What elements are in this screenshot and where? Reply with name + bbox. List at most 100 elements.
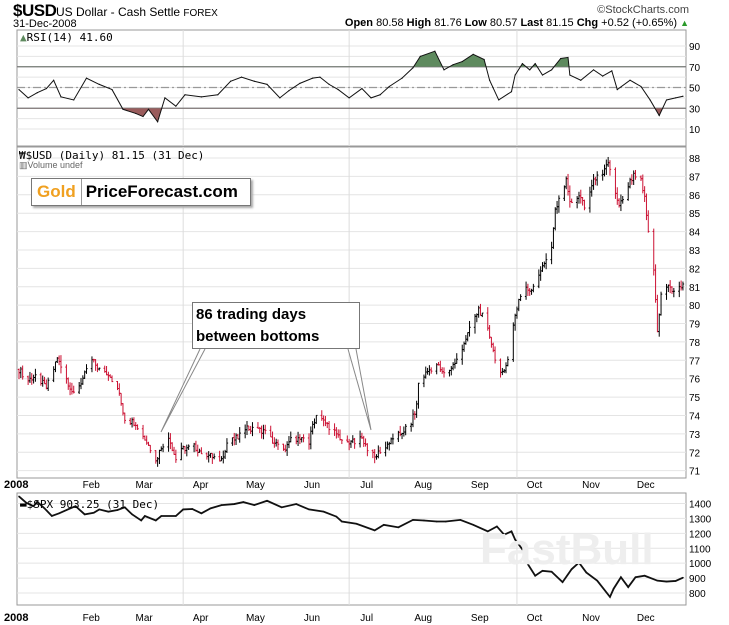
spx-point — [92, 511, 95, 514]
volume-legend: ▥Volume undef — [19, 160, 83, 171]
exchange: FOREX — [183, 8, 218, 19]
x-month-label: Jun — [304, 613, 320, 624]
rsi-point — [388, 85, 390, 88]
x-month-label: Mar — [136, 613, 154, 624]
y-tick-label: 85 — [689, 209, 701, 220]
spx-point — [266, 499, 268, 502]
price-bar — [378, 446, 382, 454]
rsi-point — [483, 58, 485, 61]
rsi-point — [534, 63, 536, 65]
rsi-point — [616, 88, 618, 91]
spx-point — [665, 580, 668, 583]
rsi-point — [348, 97, 350, 99]
rsi-point — [229, 80, 232, 82]
rsi-point — [567, 56, 569, 59]
volume-label: Volume undef — [27, 160, 83, 170]
rsi-point — [379, 94, 381, 96]
y-tick-label: 1300 — [689, 514, 712, 525]
y-tick-label: 73 — [689, 430, 701, 441]
low-label: Low — [464, 17, 487, 29]
rsi-point — [361, 87, 363, 90]
price-bar — [519, 294, 522, 302]
spx-point — [503, 533, 505, 536]
rsi-point — [461, 60, 463, 63]
rsi-point — [580, 79, 582, 81]
rsi-point — [312, 77, 314, 79]
rsi-legend: ▲RSI(14) 41.60 — [20, 31, 113, 44]
rsi-point — [164, 97, 166, 99]
spx-point — [656, 579, 659, 582]
y-tick-label: 50 — [689, 84, 701, 95]
rsi-point — [551, 69, 553, 71]
rsi-icon: ▲ — [20, 31, 27, 44]
spx-point — [200, 512, 203, 515]
spx-label: $SPX 903.25 (31 Dec) — [26, 498, 160, 511]
y-tick-label: 1000 — [689, 559, 712, 570]
spx-point — [131, 513, 133, 516]
callout-pointer-left — [160, 348, 206, 433]
y-tick-label: 1400 — [689, 499, 712, 510]
price-bar — [430, 367, 433, 374]
rsi-point — [541, 74, 544, 76]
price-bar — [46, 377, 50, 391]
spx-point — [550, 570, 553, 573]
rsi-point — [498, 99, 500, 101]
price-bar — [21, 365, 24, 380]
price-bar — [353, 437, 356, 449]
rsi-point — [240, 76, 243, 78]
stockcharts-brand[interactable]: ©StockCharts.com — [597, 4, 689, 16]
rsi-point — [665, 99, 668, 101]
spx-point — [98, 508, 101, 511]
high-value: 81.76 — [434, 17, 462, 29]
spx-point — [527, 563, 529, 566]
rsi-point — [85, 77, 88, 79]
y-tick-label: 74 — [689, 411, 701, 422]
price-bar — [570, 198, 573, 204]
spx-point — [472, 524, 474, 526]
volume-icon: ▥ — [19, 160, 28, 170]
rsi-label: RSI(14) 41.60 — [26, 31, 113, 44]
y-tick-label: 800 — [689, 589, 706, 600]
spx-point — [144, 515, 146, 517]
price-bar — [596, 171, 599, 186]
y-tick-label: 30 — [689, 104, 701, 115]
price-bar — [493, 346, 497, 364]
price-legend: ₩$USD (Daily) 81.15 (31 Dec) — [19, 149, 204, 162]
y-tick-label: 76 — [689, 375, 701, 386]
high-label: High — [406, 17, 432, 29]
rsi-point — [45, 87, 47, 90]
x-month-label: Sep — [471, 613, 489, 624]
price-bar — [634, 169, 637, 180]
x-month-label: Jun — [304, 480, 320, 491]
y-tick-label: 10 — [689, 125, 701, 136]
spx-point — [412, 519, 414, 521]
price-bar — [583, 199, 586, 211]
spx-point — [620, 576, 622, 579]
spx-point — [116, 509, 119, 511]
y-tick-label: 77 — [689, 356, 701, 367]
rsi-point — [658, 114, 660, 117]
spx-point — [335, 515, 338, 518]
rsi-point — [184, 94, 186, 96]
spx-point — [51, 515, 53, 517]
price-bar — [672, 287, 676, 298]
chg-value: +0.52 (+0.65%) — [601, 17, 678, 29]
x-month-label: Dec — [637, 480, 655, 491]
y-tick-label: 72 — [689, 448, 701, 459]
y-tick-label: 1200 — [689, 529, 712, 540]
price-bar — [59, 355, 63, 374]
spx-point — [674, 580, 677, 582]
x-month-label: Oct — [527, 613, 543, 624]
spx-point — [74, 505, 77, 507]
price-bar — [506, 356, 510, 367]
y-tick-label: 900 — [689, 574, 706, 585]
spx-point — [561, 581, 564, 583]
goldpriceforecast-logo: Gold PriceForecast.com — [31, 178, 251, 206]
rsi-point — [98, 83, 100, 85]
spx-point — [123, 506, 126, 509]
y-tick-label: 71 — [689, 467, 701, 478]
spx-point — [596, 579, 599, 582]
low-value: 80.57 — [489, 17, 518, 29]
ohlc-icon: ₩ — [19, 149, 26, 162]
rsi-point — [682, 95, 684, 97]
